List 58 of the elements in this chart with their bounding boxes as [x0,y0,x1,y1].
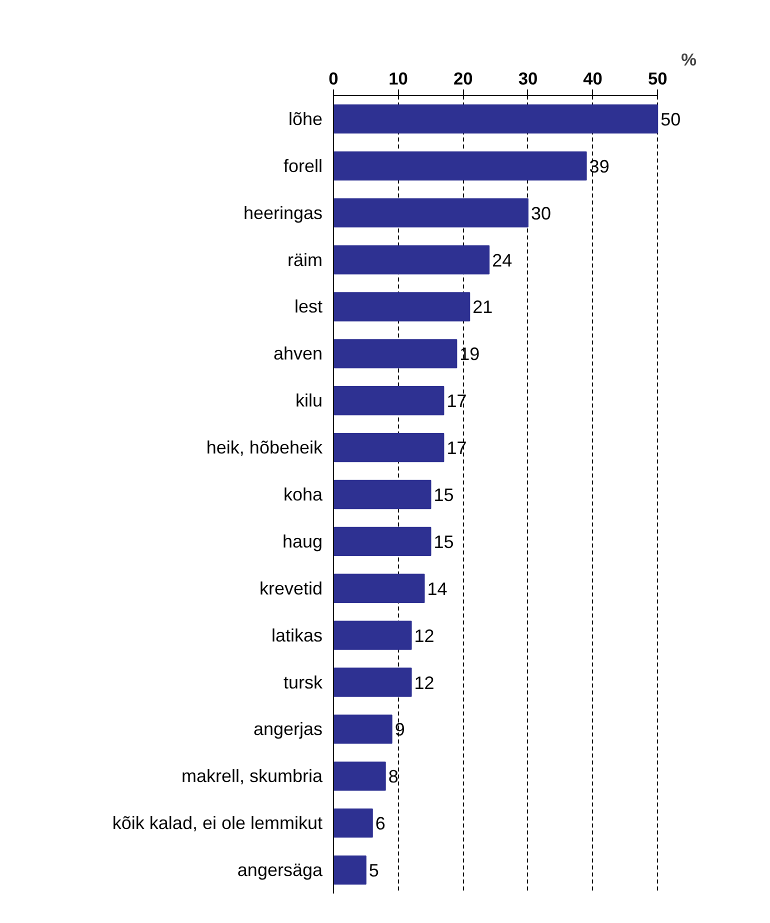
data-label: 17 [446,438,467,458]
x-tick-label: 40 [583,68,602,88]
bar [334,480,432,510]
x-tick-label: 0 [328,68,338,88]
bar [334,855,366,885]
bar [334,339,458,368]
bar [334,714,392,744]
data-label: 39 [589,156,610,176]
data-label: 15 [434,532,454,552]
y-tick-label: latikas [271,625,323,646]
bar [334,104,658,134]
data-label: 21 [472,297,493,318]
data-label: 17 [446,391,467,412]
y-tick-label: makrell, skumbria [181,766,324,786]
bar [334,808,373,838]
y-tick-label: ahven [273,344,323,364]
data-label: 24 [492,250,512,270]
y-tick-label: koha [283,484,324,504]
data-label: 12 [414,626,434,646]
x-tick-label: 10 [388,68,408,88]
y-tick-label: tursk [283,672,324,692]
data-label: 8 [388,766,398,787]
data-label: 14 [427,578,448,599]
y-tick-label: kõik kalad, ei ole lemmikut [112,813,323,834]
data-label: 9 [394,720,405,740]
bar [334,198,528,228]
y-tick-label: lõhe [288,108,322,129]
bar [334,386,444,416]
data-label: 12 [414,672,434,693]
bar [334,574,425,603]
y-tick-label: räim [288,250,322,270]
data-label: 5 [368,860,379,881]
y-tick-label: haug [282,531,323,552]
y-tick-label: heik, hõbeheik [206,438,324,458]
y-tick-label: heeringas [243,202,323,223]
data-label: 15 [434,485,454,505]
bar [334,245,490,274]
bar [334,432,444,462]
bar [334,762,386,791]
data-label: 6 [375,814,386,834]
bar [334,151,587,180]
y-tick-label: lest [294,296,323,317]
x-tick-label: 20 [454,68,473,88]
bar [334,526,432,556]
data-label: 50 [660,109,681,130]
x-tick-label: 50 [648,68,668,88]
x-tick-label: 30 [518,68,538,88]
y-tick-label: angerjas [253,719,322,740]
bar [334,292,470,322]
bar [334,620,412,650]
y-tick-label: angersäga [237,860,324,880]
data-label: 19 [460,344,480,364]
y-tick-label: krevetid [259,578,323,598]
data-label: 30 [530,203,551,224]
x-axis-title: % [681,50,697,70]
y-tick-label: forell [283,156,322,176]
y-tick-label: kilu [295,390,323,411]
bar [334,668,412,697]
